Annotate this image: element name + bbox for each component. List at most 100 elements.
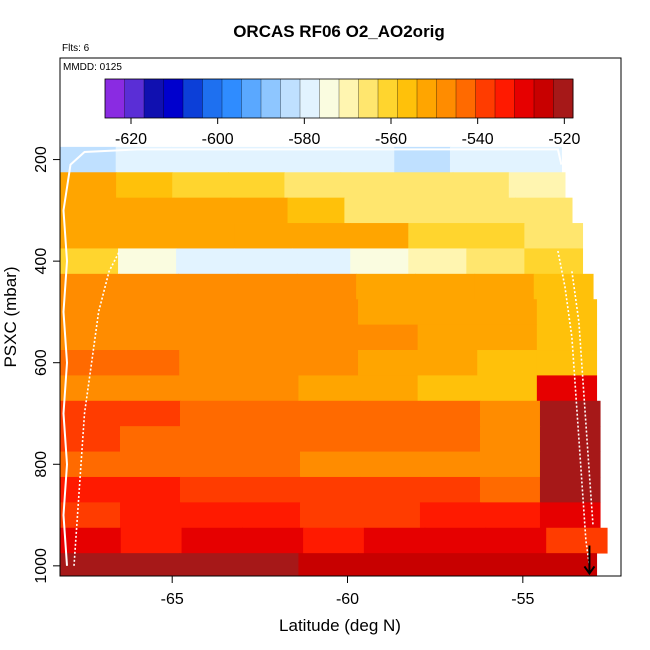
colorbar-swatch xyxy=(456,79,476,118)
heatmap-cell xyxy=(120,527,183,554)
heatmap-cell xyxy=(119,502,181,529)
heatmap-cell xyxy=(238,324,300,351)
heatmap-cell xyxy=(299,400,361,427)
heatmap-cell xyxy=(350,248,409,275)
direction-arrow-head xyxy=(583,565,596,576)
heatmap-cell xyxy=(296,273,357,300)
heatmap-cell xyxy=(477,375,538,402)
colorbar-swatch xyxy=(144,79,164,118)
heatmap-cell xyxy=(119,400,181,427)
heatmap-cell xyxy=(292,223,351,249)
heatmap-cell xyxy=(359,476,421,503)
heatmap-cell xyxy=(119,324,180,351)
heatmap-cell xyxy=(282,146,340,173)
heatmap-cell xyxy=(60,375,121,402)
heatmap-cell xyxy=(419,400,481,427)
heatmap-cell xyxy=(524,248,584,275)
colorbar-swatch xyxy=(475,79,496,118)
heatmap-cell xyxy=(60,273,120,300)
heatmap-cell xyxy=(239,502,301,529)
heatmap-cell xyxy=(298,553,359,576)
colorbar-tick-label: -620 xyxy=(115,131,147,148)
colorbar-swatch xyxy=(280,79,301,118)
heatmap-cell xyxy=(359,426,421,452)
heatmap-cell xyxy=(119,553,180,576)
heatmap-cell xyxy=(452,172,510,199)
heatmap-cell xyxy=(303,527,365,554)
heatmap-cell xyxy=(176,248,235,275)
heatmap-cell xyxy=(479,400,541,427)
heatmap-cell xyxy=(536,553,598,576)
heatmap-cell xyxy=(358,299,419,326)
heatmap-cell xyxy=(239,426,301,452)
colorbar-swatch xyxy=(514,79,535,118)
heatmap-cell xyxy=(508,172,566,199)
heatmap-cell xyxy=(60,527,122,554)
heatmap-cell xyxy=(466,223,525,249)
heatmap-cells xyxy=(60,146,608,576)
heatmap-cell xyxy=(359,502,421,529)
heatmap-cell xyxy=(299,502,361,529)
heatmap-cell xyxy=(60,350,121,376)
heatmap-cell xyxy=(298,350,359,376)
colorbar-swatch xyxy=(397,79,418,118)
heatmap-cell xyxy=(119,375,180,402)
heatmap-cell xyxy=(119,350,180,376)
colorbar-swatch xyxy=(241,79,262,118)
colorbar-swatch xyxy=(261,79,281,118)
heatmap-cell xyxy=(417,350,478,376)
heatmap-cell xyxy=(60,223,119,249)
flight-track xyxy=(571,271,594,526)
heatmap-cell xyxy=(536,375,598,402)
heatmap-cell xyxy=(479,502,541,529)
heatmap-cell xyxy=(408,223,467,249)
heatmap-cell xyxy=(515,197,573,224)
heatmap-cell xyxy=(546,527,608,554)
heatmap-cell xyxy=(505,146,562,173)
heatmap-cell xyxy=(60,426,121,452)
colorbar-swatch xyxy=(183,79,203,118)
y-tick-label: 400 xyxy=(33,248,50,275)
heatmap-cell xyxy=(239,451,301,478)
heatmap-cell xyxy=(181,527,243,554)
heatmap-cell xyxy=(115,146,173,173)
heatmap-cell xyxy=(466,248,525,275)
heatmap-cell xyxy=(350,223,409,249)
heatmap-cell xyxy=(417,375,478,402)
colorbar-tick-label: -540 xyxy=(462,131,494,148)
x-tick-label: -65 xyxy=(161,591,184,608)
heatmap-cell xyxy=(477,299,538,326)
heatmap-cell xyxy=(118,223,177,249)
colorbar-tick-label: -600 xyxy=(202,131,234,148)
colorbar-swatch xyxy=(202,79,223,118)
heatmap-cell xyxy=(479,451,541,478)
heatmap-cell xyxy=(179,426,241,452)
heatmap-cell xyxy=(171,146,228,173)
heatmap-cell xyxy=(408,248,467,275)
colorbar-swatch xyxy=(124,79,145,118)
heatmap-cell xyxy=(116,172,173,199)
heatmap-cell xyxy=(228,172,285,199)
heatmap-cell xyxy=(536,350,598,376)
heatmap-cell xyxy=(284,172,342,199)
heatmap-cell xyxy=(401,197,459,224)
heatmap-cell xyxy=(227,146,284,173)
heatmap-cell xyxy=(419,502,481,529)
heatmap-cell xyxy=(359,451,421,478)
heatmap-cell xyxy=(60,476,121,503)
heatmap-cell xyxy=(479,476,541,503)
heatmap-cell xyxy=(119,451,181,478)
heatmap-cell xyxy=(340,172,398,199)
heatmap-cell xyxy=(60,451,121,478)
heatmap-cell xyxy=(238,350,300,376)
heatmap-cell xyxy=(178,273,239,300)
heatmap-cell xyxy=(539,426,601,452)
heatmap-cell xyxy=(179,324,240,351)
heatmap-cell xyxy=(119,476,181,503)
x-axis-title: Latitude (deg N) xyxy=(279,616,401,635)
heatmap-cell xyxy=(172,172,229,199)
heatmap-cell xyxy=(344,197,402,224)
heatmap-cell xyxy=(358,375,419,402)
heatmap-cell xyxy=(417,324,478,351)
